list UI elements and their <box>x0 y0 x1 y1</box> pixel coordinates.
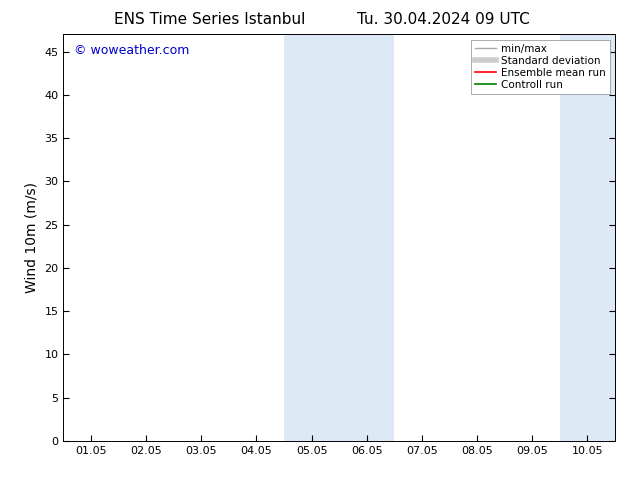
Y-axis label: Wind 10m (m/s): Wind 10m (m/s) <box>25 182 39 293</box>
Bar <box>339 34 394 441</box>
Legend: min/max, Standard deviation, Ensemble mean run, Controll run: min/max, Standard deviation, Ensemble me… <box>470 40 610 94</box>
Text: © woweather.com: © woweather.com <box>74 45 190 57</box>
Bar <box>284 34 339 441</box>
Text: Tu. 30.04.2024 09 UTC: Tu. 30.04.2024 09 UTC <box>358 12 530 27</box>
Text: ENS Time Series Istanbul: ENS Time Series Istanbul <box>113 12 305 27</box>
Bar <box>560 34 615 441</box>
